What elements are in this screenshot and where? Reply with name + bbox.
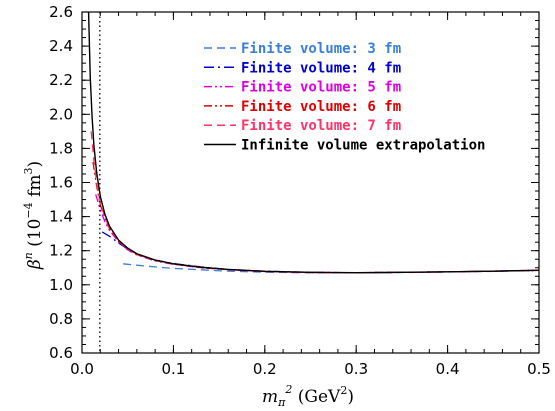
y-tick-label: 0.8 <box>49 310 73 328</box>
legend-label-4: Finite volume: 6 fm <box>241 99 401 115</box>
legend-label-1: Finite volume: 3 fm <box>241 41 401 57</box>
y-tick-label: 2.6 <box>49 3 73 21</box>
x-axis-title: mπ2 (GeV2) <box>262 383 354 409</box>
legend-label-3: Finite volume: 5 fm <box>241 80 401 96</box>
y-tick-label: 0.6 <box>49 344 73 362</box>
legend-label-2: Finite volume: 4 fm <box>241 60 401 76</box>
x-tick-label: 0.3 <box>344 360 368 378</box>
x-tick-label: 0.0 <box>70 360 94 378</box>
y-tick-label: 1.8 <box>49 139 73 157</box>
axis-tick-labels: 0.0 0.1 0.2 0.3 0.4 0.5 0.6 0.8 1.0 1.2 1.4 1.6 1.8 2… <box>49 3 551 378</box>
x-tick-label: 0.2 <box>253 360 277 378</box>
y-tick-label: 1.0 <box>49 276 73 294</box>
curves-layer <box>87 12 539 274</box>
series-line-4 <box>92 161 539 274</box>
series-line-2 <box>101 231 539 274</box>
y-tick-label: 1.2 <box>49 242 73 260</box>
series-line-6 <box>87 12 539 274</box>
y-axis-title: βn (10−4 fm3) <box>22 161 45 270</box>
legend-label-6: Infinite volume extrapolation <box>241 138 485 154</box>
legend-label-5: Finite volume: 7 fm <box>241 118 401 134</box>
y-tick-label: 2.2 <box>49 71 73 89</box>
x-tick-label: 0.5 <box>527 360 551 378</box>
legend: Finite volume: 3 fm Finite volume: 4 fm Fi… <box>204 41 485 154</box>
y-tick-label: 2.0 <box>49 105 73 123</box>
series-line-1 <box>123 263 539 274</box>
axis-ticks <box>81 11 540 354</box>
x-tick-label: 0.4 <box>436 360 460 378</box>
y-tick-label: 1.6 <box>49 174 73 192</box>
x-tick-label: 0.1 <box>161 360 185 378</box>
y-tick-label: 1.4 <box>49 208 73 226</box>
y-tick-label: 2.4 <box>49 37 73 55</box>
